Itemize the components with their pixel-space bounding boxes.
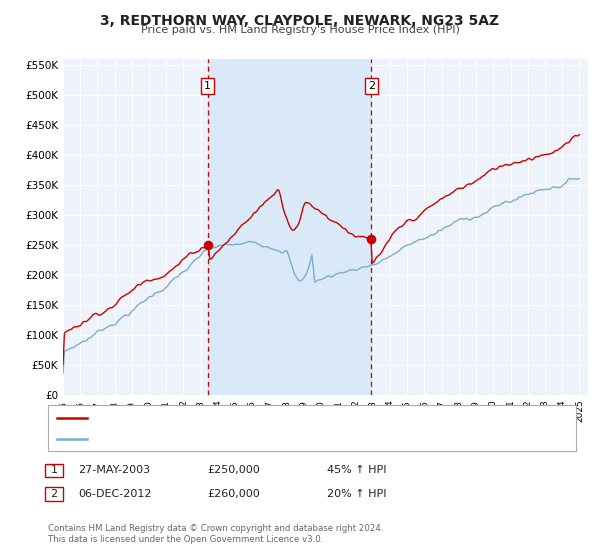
Text: 3, REDTHORN WAY, CLAYPOLE, NEWARK, NG23 5AZ (detached house): 3, REDTHORN WAY, CLAYPOLE, NEWARK, NG23 … (93, 413, 435, 423)
Text: 27-MAY-2003: 27-MAY-2003 (78, 465, 150, 475)
Text: 06-DEC-2012: 06-DEC-2012 (78, 489, 151, 499)
Text: Price paid vs. HM Land Registry's House Price Index (HPI): Price paid vs. HM Land Registry's House … (140, 25, 460, 35)
Text: 2: 2 (368, 81, 375, 91)
Text: Contains HM Land Registry data © Crown copyright and database right 2024.: Contains HM Land Registry data © Crown c… (48, 524, 383, 533)
Text: 1: 1 (204, 81, 211, 91)
Point (203, 240, 212, 249)
Text: 2: 2 (50, 489, 58, 499)
Text: This data is licensed under the Open Government Licence v3.0.: This data is licensed under the Open Gov… (48, 535, 323, 544)
Text: 45% ↑ HPI: 45% ↑ HPI (327, 465, 386, 475)
Bar (208, 59, 371, 395)
Text: 1: 1 (50, 465, 58, 475)
Text: HPI: Average price, detached house, South Kesteven: HPI: Average price, detached house, Sout… (93, 435, 350, 444)
Text: 20% ↑ HPI: 20% ↑ HPI (327, 489, 386, 499)
Point (367, 234, 376, 243)
Text: 3, REDTHORN WAY, CLAYPOLE, NEWARK, NG23 5AZ: 3, REDTHORN WAY, CLAYPOLE, NEWARK, NG23 … (100, 14, 500, 28)
Text: £250,000: £250,000 (207, 465, 260, 475)
Text: £260,000: £260,000 (207, 489, 260, 499)
